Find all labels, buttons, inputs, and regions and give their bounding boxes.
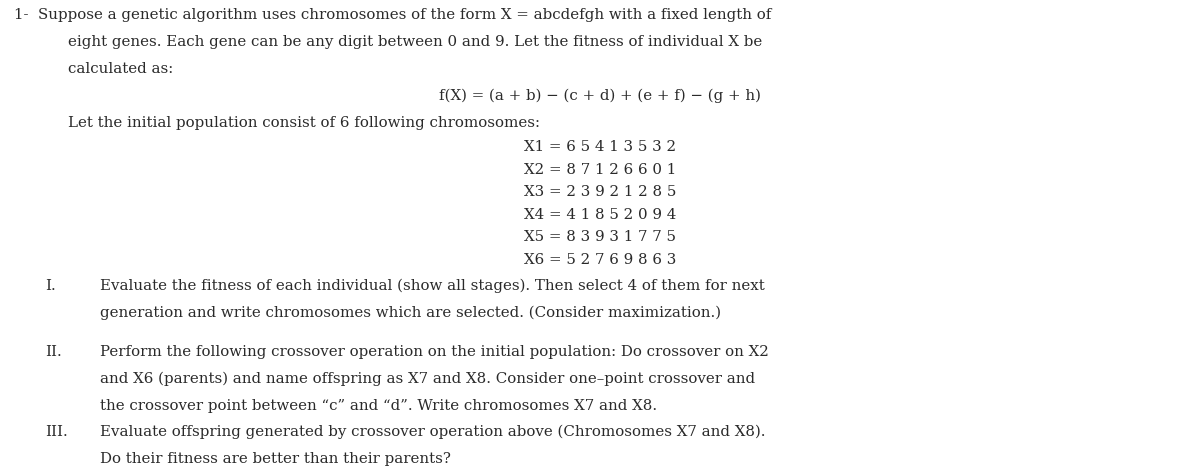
Text: X5 = 8 3 9 3 1 7 7 5: X5 = 8 3 9 3 1 7 7 5: [524, 230, 676, 244]
Text: X3 = 2 3 9 2 1 2 8 5: X3 = 2 3 9 2 1 2 8 5: [524, 185, 676, 199]
Text: II.: II.: [46, 345, 62, 359]
Text: X4 = 4 1 8 5 2 0 9 4: X4 = 4 1 8 5 2 0 9 4: [524, 208, 676, 222]
Text: III.: III.: [46, 425, 68, 439]
Text: I.: I.: [46, 279, 56, 293]
Text: and X6 (parents) and name offspring as X7 and X8. Consider one–point crossover a: and X6 (parents) and name offspring as X…: [100, 372, 755, 386]
Text: generation and write chromosomes which are selected. (Consider maximization.): generation and write chromosomes which a…: [100, 305, 720, 319]
Text: 1-  Suppose a genetic algorithm uses chromosomes of the form X = abcdefgh with a: 1- Suppose a genetic algorithm uses chro…: [14, 8, 772, 21]
Text: f(X) = (a + b) − (c + d) + (e + f) − (g + h): f(X) = (a + b) − (c + d) + (e + f) − (g …: [439, 89, 761, 103]
Text: the crossover point between “c” and “d”. Write chromosomes X7 and X8.: the crossover point between “c” and “d”.…: [100, 399, 656, 413]
Text: eight genes. Each gene can be any digit between 0 and 9. Let the fitness of indi: eight genes. Each gene can be any digit …: [68, 35, 763, 49]
Text: X1 = 6 5 4 1 3 5 3 2: X1 = 6 5 4 1 3 5 3 2: [524, 140, 676, 155]
Text: X2 = 8 7 1 2 6 6 0 1: X2 = 8 7 1 2 6 6 0 1: [524, 163, 676, 177]
Text: Let the initial population consist of 6 following chromosomes:: Let the initial population consist of 6 …: [68, 116, 540, 130]
Text: Do their fitness are better than their parents?: Do their fitness are better than their p…: [100, 452, 450, 466]
Text: Perform the following crossover operation on the initial population: Do crossove: Perform the following crossover operatio…: [100, 345, 768, 359]
Text: calculated as:: calculated as:: [68, 62, 174, 76]
Text: X6 = 5 2 7 6 9 8 6 3: X6 = 5 2 7 6 9 8 6 3: [524, 253, 676, 266]
Text: Evaluate offspring generated by crossover operation above (Chromosomes X7 and X8: Evaluate offspring generated by crossove…: [100, 425, 766, 439]
Text: Evaluate the fitness of each individual (show all stages). Then select 4 of them: Evaluate the fitness of each individual …: [100, 278, 764, 293]
